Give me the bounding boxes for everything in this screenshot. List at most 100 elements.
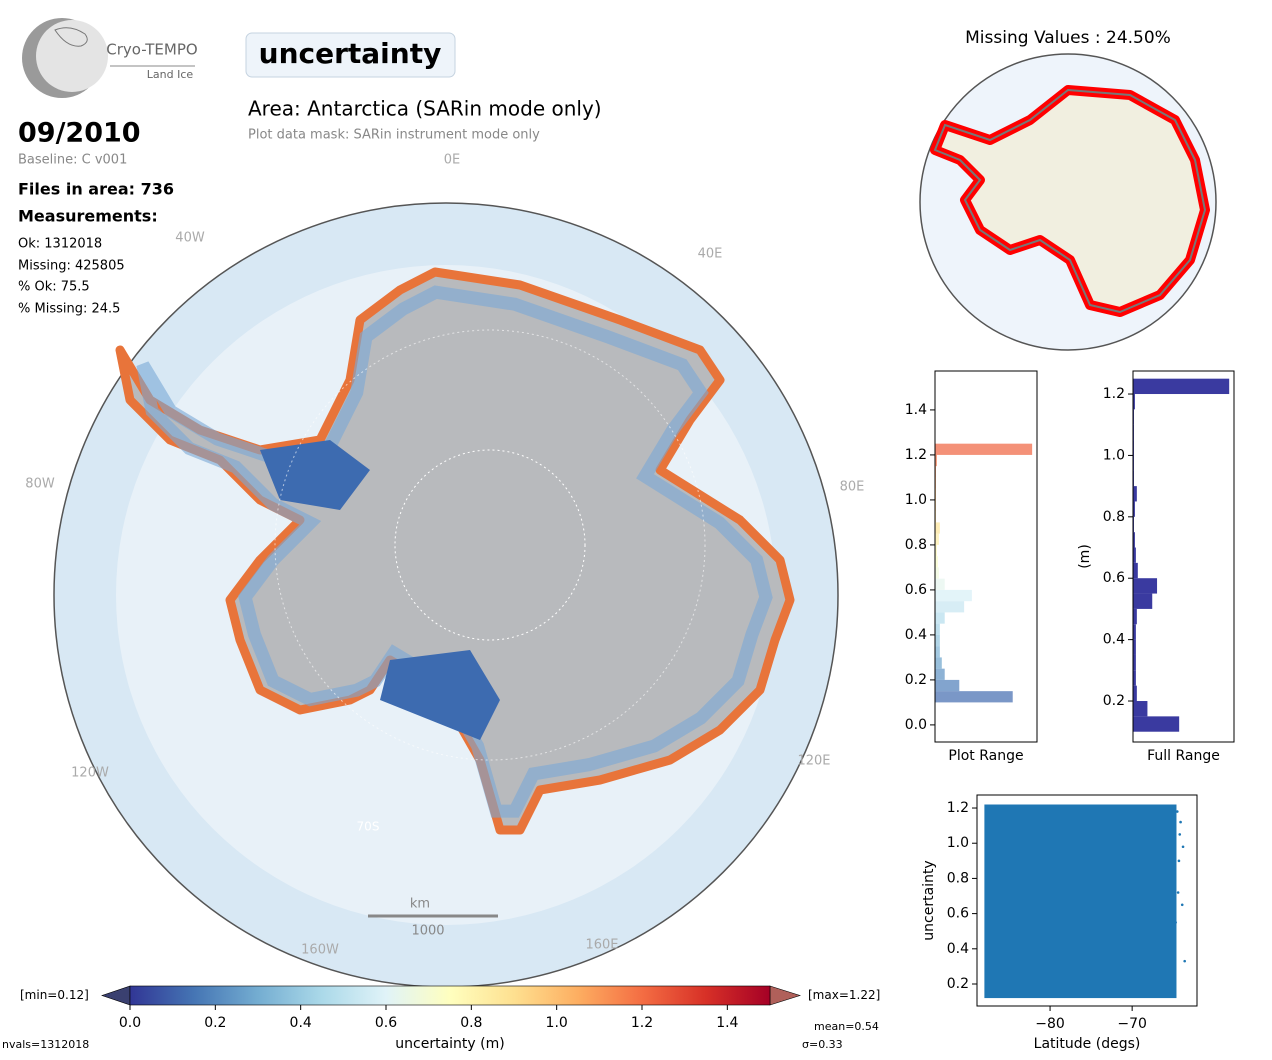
logo-outline [54, 27, 88, 47]
histogram-bar [935, 691, 1013, 703]
scale-length: 1000 [411, 924, 444, 939]
histogram-bar [935, 612, 945, 624]
x-tick-label: 0.2 [204, 1015, 226, 1031]
meridian-label: 80E [840, 480, 865, 495]
files: Files in area: 736 [18, 180, 174, 199]
histogram-bar [1133, 639, 1136, 655]
scatter-point [1172, 868, 1176, 871]
meridian-label: 120W [71, 766, 109, 781]
histogram-bar [935, 454, 937, 467]
y-axis-label: (m) [1077, 544, 1093, 569]
histogram-bar [1133, 532, 1135, 548]
date: 09/2010 [18, 118, 141, 149]
logo [22, 18, 195, 98]
map-margin [136, 285, 773, 818]
inset-title: Missing Values : 24.50% [965, 28, 1171, 48]
y-tick-label: 1.0 [1103, 447, 1125, 463]
meridian-label: 160W [301, 943, 339, 958]
x-tick-label: −80 [1035, 1016, 1065, 1032]
axes-frame [1132, 370, 1235, 743]
x-tick-label: 0.4 [290, 1015, 312, 1031]
logo-title: Cryo-TEMPO [106, 41, 197, 59]
nvals-label: nvals=1312018 [2, 1038, 89, 1051]
x-tick-label: −70 [1117, 1016, 1147, 1032]
y-tick-label: 1.4 [905, 402, 927, 418]
histogram-bar [935, 601, 965, 613]
histogram-bar [1133, 378, 1230, 395]
histogram-bar [935, 533, 939, 545]
scatter-point [1176, 891, 1180, 894]
y-tick-label: 0.2 [905, 672, 927, 688]
histogram-bar [1133, 701, 1148, 717]
x-tick-label: 1.4 [716, 1015, 738, 1031]
scatter-point [1177, 859, 1181, 863]
inset-map [919, 53, 1217, 351]
x-axis-label: Latitude (degs) [1034, 1036, 1141, 1052]
stat-ok: Ok: 1312018 [18, 237, 102, 252]
histogram-bar [1133, 593, 1153, 609]
x-axis-label: uncertainty (m) [395, 1036, 504, 1052]
x-tick-label: 0.8 [460, 1015, 482, 1031]
sigma-label: σ=0.33 [802, 1038, 843, 1051]
x-tick-label: 1.2 [631, 1015, 653, 1031]
histogram-bar [935, 567, 939, 579]
histogram-bar [1133, 547, 1136, 563]
histogram-bar [935, 556, 938, 568]
scatter-point [1175, 810, 1179, 813]
histogram-bar [1133, 685, 1137, 702]
max-label: [max=1.22] [808, 988, 880, 1002]
measurements: Measurements: [18, 207, 158, 226]
title-box [245, 32, 456, 78]
y-tick-label: 0.8 [905, 537, 927, 553]
inset-coast [933, 88, 1207, 314]
histogram-bar [935, 578, 945, 590]
baseline: Baseline: C v001 [18, 153, 127, 168]
y-tick-label: 0.8 [947, 870, 969, 886]
scatter-point [1181, 845, 1185, 849]
map-parallel [394, 449, 586, 641]
y-tick-label: 0.2 [1103, 693, 1125, 709]
x-axis-label: Full Range [1147, 748, 1220, 764]
scatter-point [1180, 903, 1184, 907]
x-tick-label: 1.0 [546, 1015, 568, 1031]
map-ice-shelf [260, 440, 370, 510]
y-tick-label: 0.0 [905, 717, 927, 733]
area: Area: Antarctica (SARin mode only) [248, 97, 602, 121]
y-axis-label: uncertainty [921, 860, 937, 940]
y-tick-label: 0.8 [1103, 509, 1125, 525]
meridian-label: 160E [585, 938, 618, 953]
histogram-bar [935, 634, 940, 647]
histogram-bar [935, 544, 937, 557]
histogram-bar [1133, 654, 1136, 671]
y-tick-label: 0.6 [905, 582, 927, 598]
map [53, 202, 839, 988]
y-tick-label: 0.6 [947, 906, 969, 922]
y-tick-label: 0.4 [947, 941, 969, 957]
histogram-bar [1133, 624, 1136, 640]
y-tick-label: 1.2 [1103, 386, 1125, 402]
meridian-label: 40W [175, 231, 205, 246]
x-tick-label: 0.6 [375, 1015, 397, 1031]
histogram-bar [935, 679, 960, 692]
y-tick-label: 1.0 [947, 835, 969, 851]
y-tick-label: 0.4 [1103, 632, 1125, 648]
x-axis-label: Plot Range [948, 748, 1023, 764]
stat-missing: Missing: 425805 [18, 259, 125, 274]
point-cloud [984, 804, 1177, 999]
axes-frame [976, 794, 1198, 1007]
colorbar [129, 985, 771, 1006]
x-tick-label: 0.0 [119, 1015, 141, 1031]
histogram-bar [935, 668, 945, 680]
stat-pct-ok: % Ok: 75.5 [18, 280, 90, 295]
y-tick-label: 0.4 [905, 627, 927, 643]
meridian-label: 80W [25, 477, 55, 492]
title: uncertainty [259, 37, 442, 70]
logo-subtitle: Land Ice [147, 68, 194, 81]
histogram-bar [935, 522, 940, 534]
mean-label: mean=0.54 [814, 1020, 879, 1033]
histogram-bar [935, 657, 942, 669]
histogram-bar [1133, 394, 1135, 410]
map-parallel [274, 329, 706, 761]
scatter-point [1174, 921, 1177, 924]
